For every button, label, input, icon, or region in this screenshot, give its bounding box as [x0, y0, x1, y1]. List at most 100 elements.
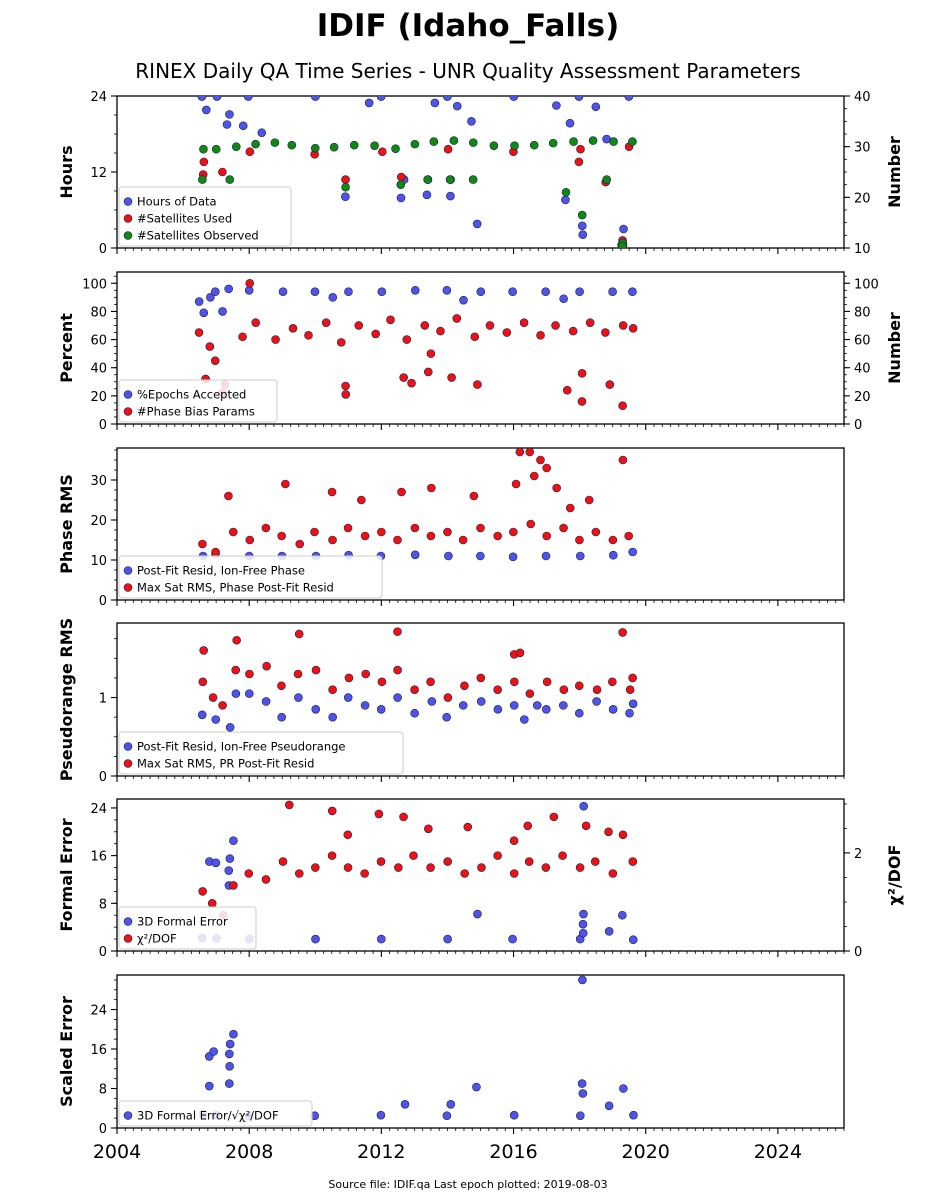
points-layer	[197, 800, 638, 944]
y-tick-label: 0	[99, 945, 107, 960]
data-point	[536, 455, 545, 465]
data-point	[443, 96, 452, 101]
x-tick-label: 2020	[622, 1141, 670, 1163]
data-point	[343, 523, 353, 533]
data-point	[225, 854, 235, 863]
data-point	[493, 705, 503, 714]
y-right-tick-label: 0	[854, 945, 862, 960]
data-point	[426, 531, 436, 541]
data-point	[304, 331, 313, 340]
data-point	[618, 321, 628, 330]
data-point	[360, 869, 369, 878]
data-point	[608, 869, 618, 878]
data-point	[588, 136, 598, 145]
data-point	[228, 527, 238, 537]
data-point	[210, 356, 220, 365]
data-point	[447, 373, 456, 382]
data-point	[277, 681, 286, 691]
data-point	[524, 857, 534, 866]
y-axis-label: Hours	[57, 145, 76, 198]
data-point	[357, 495, 366, 505]
data-point	[209, 1047, 218, 1056]
data-point	[361, 669, 370, 679]
data-point	[618, 910, 627, 920]
legend: 3D Formal Error χ²/DOF	[118, 906, 257, 950]
data-point	[443, 144, 453, 154]
data-point	[360, 531, 370, 541]
legend-marker	[123, 197, 133, 206]
y-axis-label: Pseudorange RMS	[57, 618, 76, 781]
y-right-tick-label: 10	[854, 242, 871, 257]
data-point	[578, 928, 588, 938]
data-point	[341, 381, 350, 391]
data-point	[311, 96, 320, 101]
data-point	[328, 535, 337, 545]
data-point	[559, 294, 568, 304]
data-point	[344, 287, 353, 297]
data-point	[542, 463, 551, 473]
data-point	[609, 137, 618, 146]
y-tick-label: 80	[90, 305, 107, 320]
data-point	[396, 193, 406, 203]
data-point	[293, 669, 303, 679]
data-point	[377, 677, 387, 687]
data-point	[446, 1100, 456, 1109]
data-point	[618, 241, 627, 248]
legend-marker	[123, 390, 133, 399]
data-point	[625, 708, 634, 718]
data-point	[343, 693, 353, 702]
data-point	[577, 397, 587, 406]
data-point	[628, 547, 637, 557]
legend-box	[118, 906, 257, 950]
data-point	[397, 172, 406, 182]
data-point	[294, 629, 304, 639]
data-point	[476, 673, 486, 683]
data-point	[244, 869, 254, 878]
data-point	[396, 180, 406, 189]
data-point	[229, 836, 238, 846]
data-point	[198, 175, 207, 184]
legend-box	[118, 731, 404, 775]
x-tick-label: 2024	[754, 1141, 802, 1163]
data-point	[423, 175, 432, 184]
y-right-tick-label: 100	[854, 277, 879, 292]
data-point	[469, 491, 479, 501]
data-point	[354, 321, 364, 330]
data-point	[529, 140, 539, 150]
data-point	[493, 851, 502, 860]
data-point	[443, 527, 452, 537]
data-point	[608, 287, 617, 297]
legend-label: Max Sat RMS, Phase Post-Fit Resid	[137, 581, 334, 595]
y-right-tick-label: 30	[854, 141, 871, 156]
data-point	[310, 143, 320, 153]
data-point	[238, 332, 247, 342]
y-tick-label: 8	[99, 1083, 107, 1098]
data-point	[624, 96, 634, 101]
data-point	[541, 551, 551, 561]
series-epochs-accepted	[194, 284, 637, 318]
data-point	[625, 685, 635, 694]
data-point	[393, 535, 402, 545]
data-point	[502, 328, 512, 337]
data-point	[542, 531, 552, 541]
data-point	[509, 836, 519, 846]
data-point	[511, 479, 521, 489]
legend-marker	[123, 917, 133, 926]
data-point	[321, 318, 331, 327]
data-point	[294, 869, 304, 878]
data-point	[218, 701, 227, 710]
data-point	[444, 551, 453, 561]
footer-source: Source file: IDIF.qa Last epoch plotted:…	[328, 1178, 607, 1191]
y-tick-label: 100	[82, 277, 107, 292]
legend-label: χ²/DOF	[137, 932, 177, 946]
data-point	[604, 927, 614, 936]
data-point	[526, 519, 536, 529]
data-point	[206, 293, 215, 302]
data-point	[427, 697, 437, 706]
chart-title: IDIF (Idaho_Falls)	[317, 8, 620, 44]
data-point	[245, 689, 254, 698]
data-point	[577, 221, 587, 231]
data-point	[460, 869, 469, 878]
data-point	[575, 551, 585, 561]
y-tick-label: 60	[90, 334, 107, 349]
